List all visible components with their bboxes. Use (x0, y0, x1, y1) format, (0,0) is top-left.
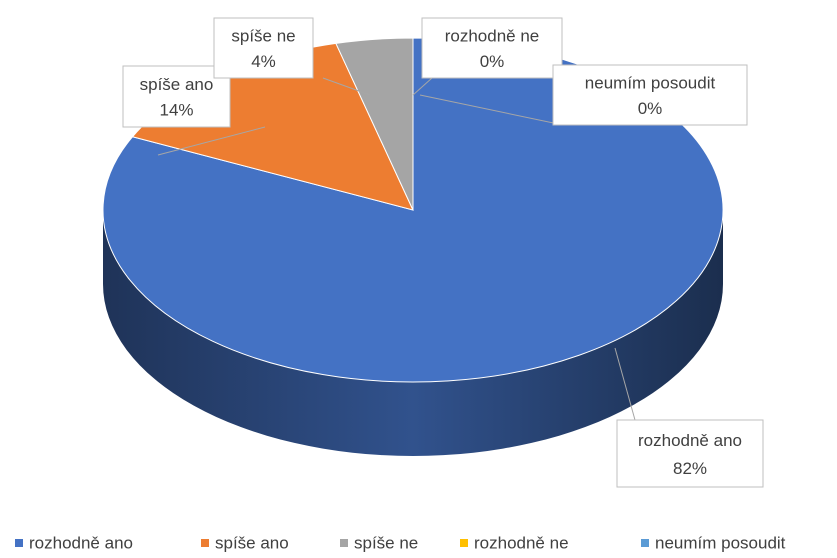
label-name: neumím posoudit (585, 74, 716, 93)
label-value: 82% (673, 459, 707, 478)
legend-swatch (201, 539, 209, 547)
legend-swatch (340, 539, 348, 547)
slice-side (103, 210, 723, 456)
legend-label: spíše ano (215, 533, 289, 552)
label-value: 0% (480, 52, 505, 71)
label-value: 14% (159, 101, 193, 120)
label-value: 4% (251, 52, 276, 71)
label-name: spíše ano (140, 75, 214, 94)
leader-line (157, 126, 266, 156)
label-value: 0% (638, 99, 663, 118)
label-box (421, 17, 563, 79)
label-box (552, 64, 748, 126)
leader-line (614, 347, 636, 421)
legend-swatch (641, 539, 649, 547)
label-name: spíše ne (231, 27, 295, 46)
label-box (122, 65, 231, 128)
legend-label: neumím posoudit (655, 533, 786, 552)
legend-swatch (460, 539, 468, 547)
label-name: rozhodně ne (445, 27, 540, 46)
label-box (213, 17, 314, 79)
legend-label: spíše ne (354, 533, 418, 552)
legend-swatch (15, 539, 23, 547)
legend-label: rozhodně ano (29, 533, 133, 552)
leader-line (419, 94, 564, 126)
legend-label: rozhodně ne (474, 533, 569, 552)
leader-line (412, 77, 433, 96)
label-box (616, 419, 764, 488)
leader-line (322, 77, 371, 96)
label-name: rozhodně ano (638, 431, 742, 450)
